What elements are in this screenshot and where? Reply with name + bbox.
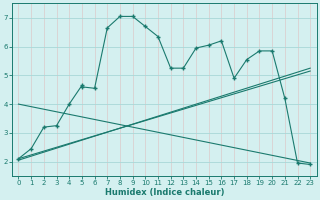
X-axis label: Humidex (Indice chaleur): Humidex (Indice chaleur) <box>105 188 224 197</box>
